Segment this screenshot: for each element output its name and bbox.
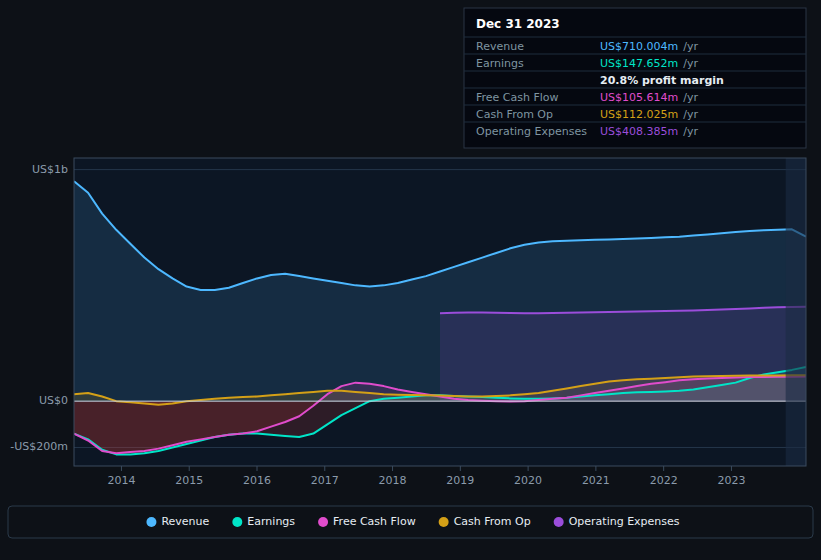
legend-label: Operating Expenses bbox=[569, 515, 680, 528]
info-value: US$105.614m bbox=[600, 91, 678, 104]
chart: US$1b US$0 -US$200m 2014 2015 2016 2017 2018 201… bbox=[0, 0, 821, 560]
plot-frame bbox=[74, 158, 806, 466]
series-line bbox=[74, 377, 806, 454]
info-divider bbox=[464, 122, 806, 123]
plot-data bbox=[74, 181, 806, 454]
x-tick-label: 2020 bbox=[514, 474, 542, 487]
info-box-title: Dec 31 2023 bbox=[476, 17, 560, 31]
legend-item: Revenue bbox=[146, 515, 209, 528]
info-unit: /yr bbox=[683, 125, 698, 138]
x-tick bbox=[324, 466, 325, 471]
info-label: Cash From Op bbox=[476, 108, 553, 121]
x-tick bbox=[257, 466, 258, 471]
info-value: US$112.025m bbox=[600, 108, 678, 121]
series-line bbox=[74, 367, 806, 455]
x-tick-label: 2016 bbox=[243, 474, 271, 487]
x-tick bbox=[595, 466, 596, 471]
grid-line bbox=[74, 169, 806, 170]
legend-item: Free Cash Flow bbox=[318, 515, 416, 528]
info-divider bbox=[464, 88, 806, 89]
legend-item: Operating Expenses bbox=[554, 515, 680, 528]
info-label: Operating Expenses bbox=[476, 125, 587, 138]
legend-swatch bbox=[232, 517, 242, 527]
info-value: US$147.652m bbox=[600, 57, 678, 70]
y-tick-label: US$1b bbox=[32, 163, 68, 176]
x-tick-label: 2019 bbox=[446, 474, 474, 487]
info-label: Revenue bbox=[476, 40, 524, 53]
series-line bbox=[74, 375, 806, 404]
legend-box bbox=[8, 506, 813, 538]
x-tick bbox=[663, 466, 664, 471]
legend-swatch bbox=[554, 517, 564, 527]
info-box-background bbox=[464, 8, 806, 148]
info-divider bbox=[464, 105, 806, 106]
grid-line bbox=[74, 447, 806, 448]
legend-swatch bbox=[439, 517, 449, 527]
info-divider bbox=[464, 54, 806, 55]
info-unit: /yr bbox=[683, 91, 698, 104]
shaded-region bbox=[786, 158, 806, 466]
legend-label: Earnings bbox=[247, 515, 295, 528]
info-divider bbox=[464, 37, 806, 38]
info-value: US$710.004m bbox=[600, 40, 678, 53]
x-tick-label: 2023 bbox=[717, 474, 745, 487]
area-fill-negative bbox=[74, 401, 806, 454]
info-label: Free Cash Flow bbox=[476, 91, 559, 104]
series-line bbox=[74, 181, 806, 290]
legend-swatch bbox=[146, 517, 156, 527]
x-tick bbox=[731, 466, 732, 471]
info-unit: /yr bbox=[683, 40, 698, 53]
x-tick-label: 2022 bbox=[650, 474, 678, 487]
info-value: US$408.385m bbox=[600, 125, 678, 138]
x-tick-label: 2014 bbox=[107, 474, 135, 487]
x-tick-label: 2015 bbox=[175, 474, 203, 487]
area-fill-negative bbox=[74, 401, 806, 402]
x-tick-label: 2018 bbox=[379, 474, 407, 487]
background bbox=[0, 0, 821, 560]
y-tick-label: US$0 bbox=[39, 394, 68, 407]
x-tick bbox=[121, 466, 122, 471]
area-fill bbox=[74, 181, 806, 401]
legend-label: Cash From Op bbox=[454, 515, 531, 528]
info-label: Earnings bbox=[476, 57, 524, 70]
legend-label: Revenue bbox=[161, 515, 209, 528]
legend: Revenue Earnings Free Cash Flow Cash From O… bbox=[8, 506, 813, 538]
legend-swatch bbox=[318, 517, 328, 527]
zero-line bbox=[74, 401, 806, 402]
grid-line bbox=[74, 401, 806, 402]
area-fill-negative bbox=[74, 401, 806, 404]
info-unit: /yr bbox=[683, 57, 698, 70]
x-tick bbox=[392, 466, 393, 471]
x-tick bbox=[528, 466, 529, 471]
info-unit: /yr bbox=[683, 108, 698, 121]
info-box: Dec 31 2023 Revenue US$710.004m/yr Earnings… bbox=[464, 8, 806, 148]
legend-item: Earnings bbox=[232, 515, 295, 528]
legend-item: Cash From Op bbox=[439, 515, 531, 528]
info-value: 20.8% profit margin bbox=[600, 74, 724, 87]
series-line bbox=[440, 307, 806, 313]
area-fill bbox=[440, 307, 806, 401]
x-tick-label: 2017 bbox=[311, 474, 339, 487]
info-divider bbox=[464, 71, 806, 72]
legend-label: Free Cash Flow bbox=[333, 515, 416, 528]
y-tick-label: -US$200m bbox=[10, 440, 68, 453]
x-tick-label: 2021 bbox=[582, 474, 610, 487]
plot-background bbox=[74, 158, 806, 466]
x-tick bbox=[460, 466, 461, 471]
x-tick bbox=[189, 466, 190, 471]
